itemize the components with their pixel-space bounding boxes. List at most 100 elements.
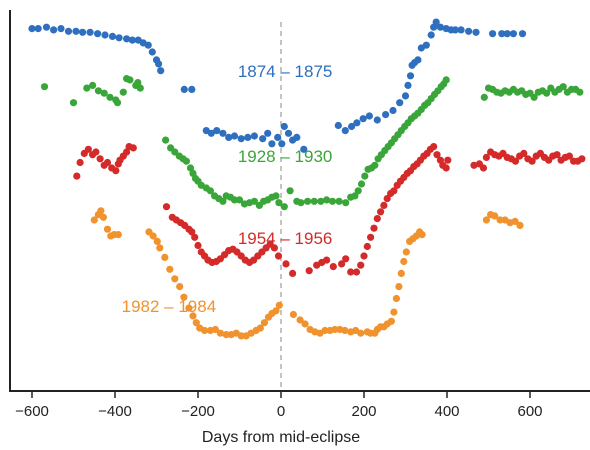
- data-point: [498, 30, 506, 38]
- data-point: [414, 56, 422, 64]
- data-point: [272, 192, 280, 200]
- data-point: [390, 187, 398, 195]
- x-ticks: −600 −400 −200 0 200 400 600: [15, 391, 543, 420]
- data-point: [280, 122, 288, 131]
- data-point: [73, 172, 81, 180]
- data-point: [457, 26, 465, 34]
- data-point: [176, 283, 184, 291]
- data-point: [430, 143, 438, 151]
- data-point: [180, 85, 188, 93]
- data-point: [351, 192, 359, 200]
- data-point: [367, 233, 375, 241]
- data-point: [310, 197, 318, 205]
- data-point: [354, 187, 362, 195]
- data-point: [489, 30, 497, 38]
- data-point: [348, 122, 356, 131]
- data-point: [432, 18, 440, 26]
- data-point: [335, 197, 343, 205]
- data-point: [216, 329, 224, 337]
- data-point: [451, 26, 459, 34]
- data-point: [359, 115, 367, 123]
- data-point: [479, 164, 488, 172]
- data-point: [188, 85, 196, 93]
- data-point: [436, 23, 444, 31]
- data-point: [442, 76, 450, 84]
- data-point: [334, 121, 342, 130]
- data-point: [402, 248, 410, 256]
- data-point: [201, 326, 209, 335]
- data-point: [373, 215, 381, 223]
- data-point: [387, 317, 395, 325]
- data-point: [129, 144, 137, 152]
- x-tick-label: −400: [98, 403, 132, 420]
- data-point: [268, 140, 276, 148]
- data-point: [83, 84, 91, 92]
- data-point: [206, 187, 214, 195]
- data-point: [465, 27, 473, 35]
- data-point: [100, 89, 108, 97]
- data-point: [108, 32, 117, 41]
- data-point: [275, 199, 283, 207]
- data-point: [219, 129, 227, 137]
- data-point: [113, 99, 122, 107]
- data-point: [155, 60, 163, 68]
- data-point: [40, 83, 49, 91]
- data-point: [520, 149, 528, 157]
- data-point: [496, 216, 504, 224]
- data-point: [565, 152, 574, 160]
- data-point: [371, 161, 379, 169]
- data-point: [530, 93, 538, 101]
- data-point: [305, 267, 313, 275]
- data-point: [144, 41, 152, 49]
- data-point: [401, 92, 410, 100]
- data-point: [260, 319, 268, 327]
- data-point: [578, 155, 586, 163]
- data-point: [148, 48, 156, 56]
- series-4-points: [90, 207, 524, 340]
- data-point: [323, 256, 331, 264]
- data-point: [213, 127, 221, 135]
- data-point: [157, 67, 165, 75]
- data-point: [191, 233, 199, 241]
- data-point: [123, 148, 131, 156]
- data-point: [361, 172, 369, 180]
- data-point: [365, 112, 373, 120]
- data-point: [329, 263, 337, 271]
- data-point: [123, 35, 131, 43]
- data-point: [377, 208, 385, 216]
- data-point: [149, 232, 157, 240]
- data-point: [400, 257, 408, 266]
- data-point: [270, 244, 278, 252]
- data-point: [297, 199, 305, 207]
- data-point: [103, 225, 112, 233]
- data-point: [357, 329, 365, 337]
- data-point: [511, 217, 519, 225]
- data-point: [341, 326, 349, 335]
- data-point: [323, 196, 331, 204]
- data-point: [34, 25, 42, 33]
- data-point: [331, 325, 339, 334]
- data-point: [482, 153, 490, 161]
- data-point: [418, 231, 426, 239]
- data-point: [278, 140, 286, 148]
- data-point: [282, 260, 290, 268]
- data-point: [185, 304, 193, 312]
- data-point: [357, 261, 365, 269]
- data-point: [342, 255, 350, 263]
- plot-area: −600 −400 −200 0 200 400 600 1874 – 1875 1928 –…: [9, 10, 590, 420]
- data-point: [528, 157, 536, 165]
- data-point: [222, 331, 230, 339]
- data-point: [259, 135, 267, 143]
- data-point: [84, 145, 92, 153]
- x-tick-label: 0: [277, 403, 285, 420]
- data-point: [301, 320, 309, 328]
- data-point: [296, 316, 304, 324]
- data-point: [103, 158, 112, 167]
- data-point: [99, 213, 107, 221]
- data-point: [250, 197, 258, 205]
- data-point: [511, 157, 520, 165]
- data-point: [328, 197, 337, 205]
- data-point: [404, 81, 412, 89]
- data-point: [97, 207, 105, 215]
- data-point: [280, 203, 288, 211]
